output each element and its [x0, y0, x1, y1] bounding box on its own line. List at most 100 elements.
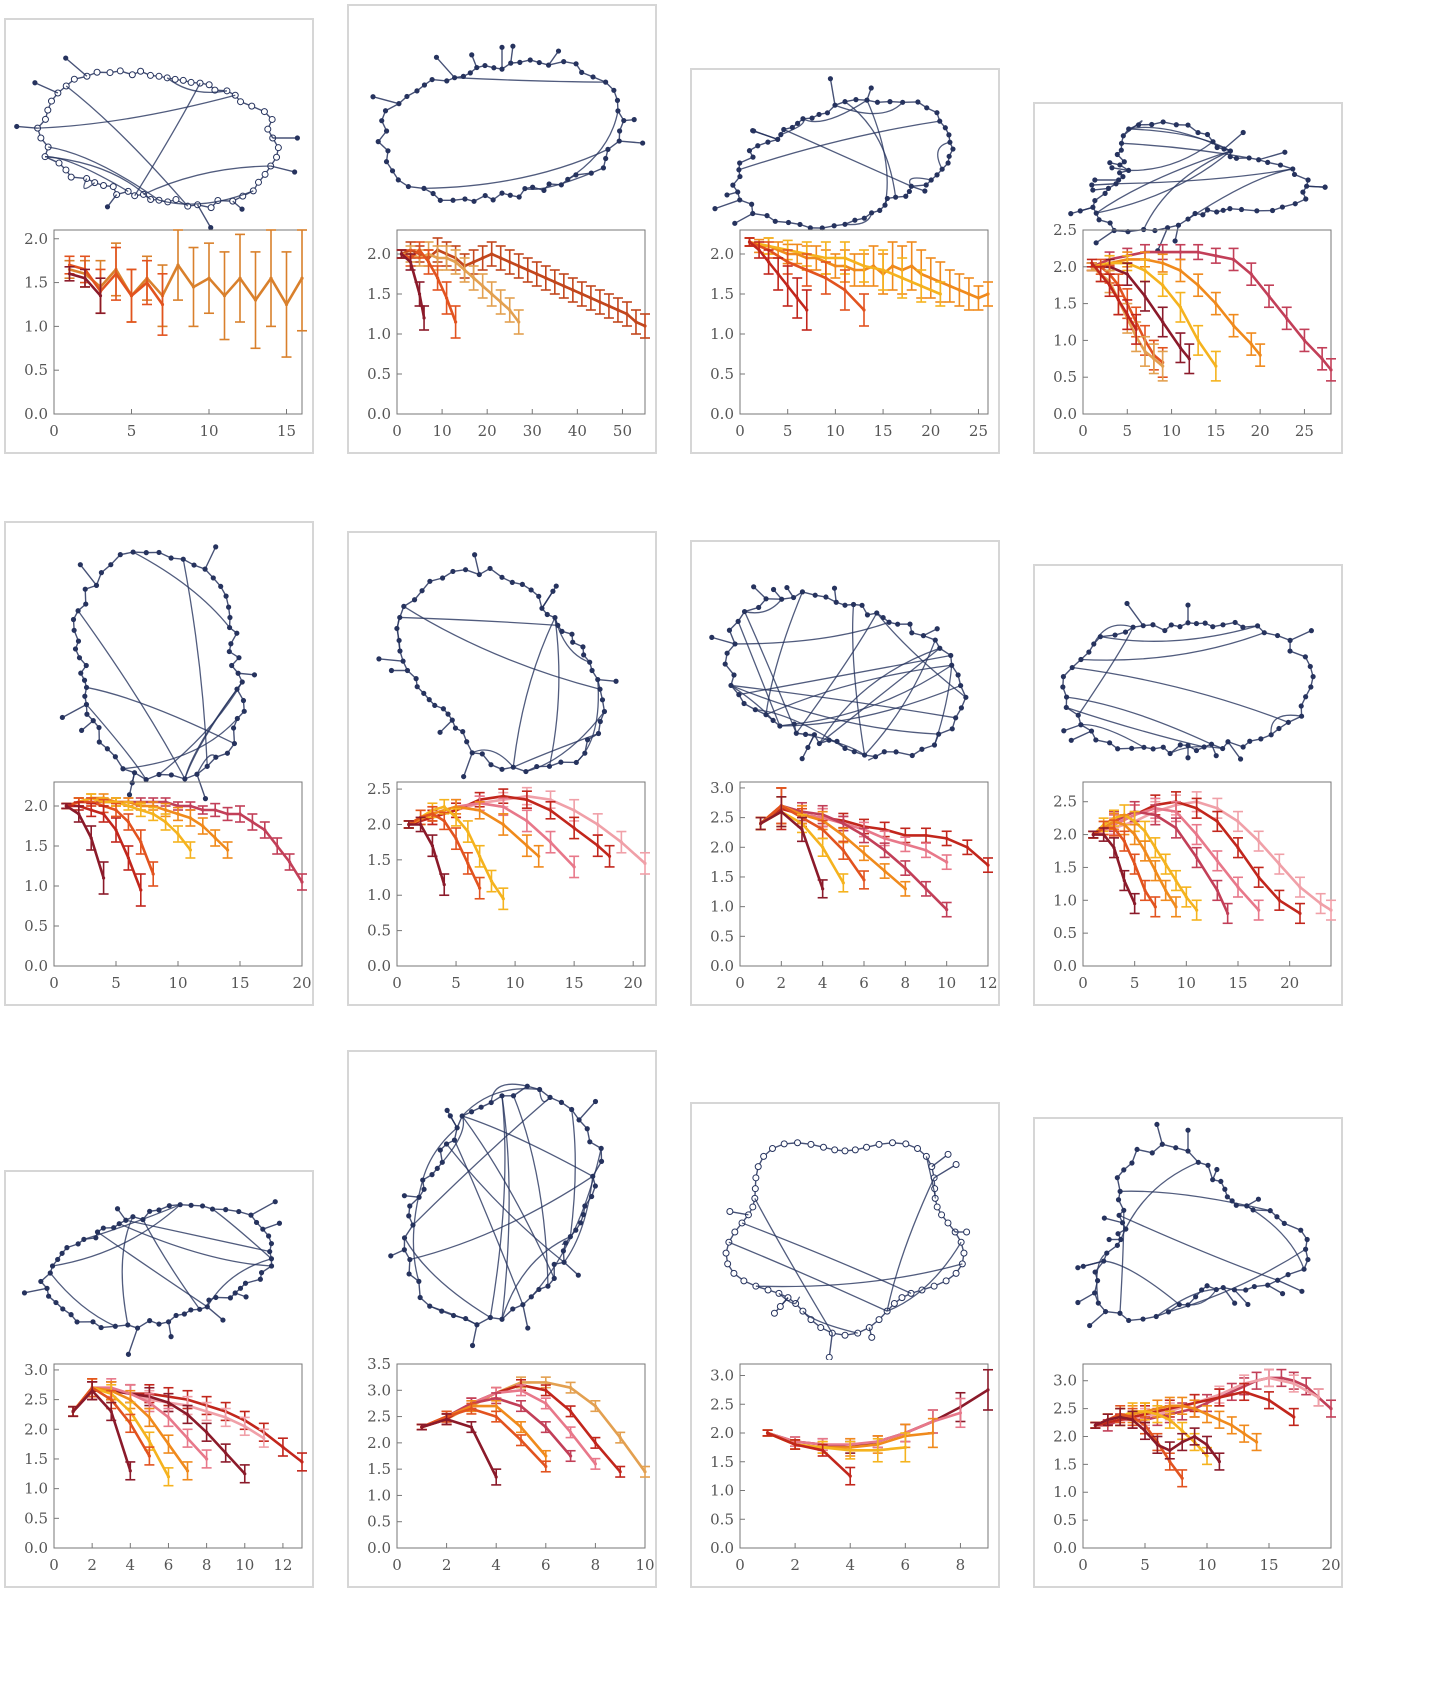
data-point: [263, 828, 267, 832]
data-point: [553, 280, 557, 284]
data-point: [109, 1398, 113, 1402]
data-point: [1193, 1434, 1197, 1439]
data-point: [1195, 908, 1199, 912]
x-tick-label: 4: [491, 1556, 501, 1574]
data-point: [1161, 364, 1165, 368]
x-tick-label: 0: [49, 422, 59, 440]
data-point: [463, 268, 467, 272]
data-point: [238, 276, 242, 280]
data-point: [931, 1431, 935, 1435]
data-point: [71, 1409, 75, 1414]
network-figure: [59, 544, 258, 802]
x-tick-label: 8: [901, 974, 911, 992]
x-tick-label: 5: [127, 422, 137, 440]
data-point: [494, 1475, 498, 1479]
network-figure: [1075, 1121, 1311, 1329]
data-point: [1168, 1448, 1172, 1453]
data-point: [422, 316, 426, 320]
y-tick-label: 1.5: [367, 851, 391, 869]
data-point: [1230, 1423, 1234, 1427]
y-tick-label: 2.0: [367, 1434, 391, 1452]
data-point: [262, 1436, 266, 1440]
x-tick-label: 10: [199, 422, 218, 440]
data-point: [824, 256, 828, 260]
data-point: [569, 1454, 573, 1458]
data-point: [128, 1421, 132, 1425]
x-tick-label: 5: [1130, 974, 1140, 992]
series-line: [421, 1417, 498, 1478]
data-point: [883, 869, 887, 873]
data-point: [188, 804, 192, 808]
data-point: [779, 810, 783, 814]
data-point: [862, 308, 866, 312]
data-point: [519, 1425, 523, 1429]
y-tick-label: 2.0: [24, 1420, 48, 1438]
data-point: [569, 1430, 573, 1434]
data-point: [891, 264, 895, 268]
series-line: [400, 253, 426, 319]
data-point: [1230, 1390, 1234, 1394]
data-point: [572, 826, 576, 830]
data-point: [89, 836, 93, 840]
data-point: [243, 1472, 247, 1476]
data-point: [501, 805, 505, 809]
data-point: [222, 294, 227, 298]
data-point: [205, 1457, 209, 1461]
y-tick-label: 2.0: [1053, 258, 1077, 276]
data-point: [1093, 1423, 1097, 1427]
data-point: [548, 808, 553, 812]
y-tick-label: 2.0: [710, 1424, 734, 1442]
data-point: [1178, 346, 1183, 350]
data-point: [435, 276, 440, 280]
dimension-chart: 0 2 4 6 8 10 12 0.0 0.5 1.0 1.5 2.0 2.5 3.0: [6, 1354, 312, 1588]
y-tick-label: 3.0: [710, 1367, 734, 1385]
y-tick-label: 1.5: [710, 285, 734, 303]
data-point: [765, 1431, 770, 1435]
network-graph: [59, 544, 258, 802]
data-point: [1267, 294, 1271, 298]
data-point: [151, 872, 155, 876]
y-tick-label: 1.5: [1053, 1455, 1077, 1473]
y-tick-label: 0.5: [1053, 924, 1077, 942]
data-point: [1214, 254, 1218, 258]
panel-8: 0 5 10 15 20 0.0 0.5 1.0 1.5 2.0 2.5: [1033, 564, 1343, 1006]
data-point: [490, 292, 494, 296]
data-point: [1236, 885, 1240, 889]
data-point: [596, 844, 600, 848]
x-tick-label: 20: [1321, 1556, 1340, 1574]
data-point: [929, 276, 933, 280]
data-point: [407, 822, 411, 827]
series-0: [755, 787, 993, 874]
y-tick-label: 1.0: [367, 1486, 391, 1504]
x-tick-label: 10: [168, 974, 187, 992]
x-tick-label: 8: [202, 1556, 212, 1574]
data-point: [253, 298, 258, 302]
data-point: [114, 828, 118, 832]
y-tick-label: 2.0: [367, 815, 391, 833]
data-point: [478, 886, 482, 890]
y-tick-label: 2.0: [24, 230, 48, 248]
data-point: [821, 845, 825, 849]
data-point: [213, 808, 217, 812]
series-line: [72, 1389, 132, 1472]
panel-4: 0 5 10 15 20 25 0.0 0.5 1.0 1.5 2.0 2.5: [1033, 102, 1343, 454]
data-point: [1122, 878, 1126, 883]
y-tick-label: 3.0: [367, 1381, 391, 1399]
data-point: [593, 1462, 597, 1466]
data-point: [454, 815, 458, 819]
data-point: [548, 798, 553, 802]
data-point: [593, 1441, 597, 1445]
data-point: [625, 312, 629, 316]
data-point: [537, 854, 541, 858]
data-point: [472, 260, 476, 264]
data-point: [1242, 1390, 1246, 1394]
data-point: [1304, 1384, 1308, 1388]
y-tick-label: 2.0: [710, 838, 734, 856]
x-tick-label: 0: [1078, 974, 1088, 992]
data-point: [843, 256, 847, 260]
data-point: [1153, 846, 1157, 850]
data-point: [1133, 832, 1137, 837]
y-tick-label: 0.5: [24, 361, 48, 379]
data-point: [166, 1400, 171, 1405]
data-point: [478, 808, 482, 812]
